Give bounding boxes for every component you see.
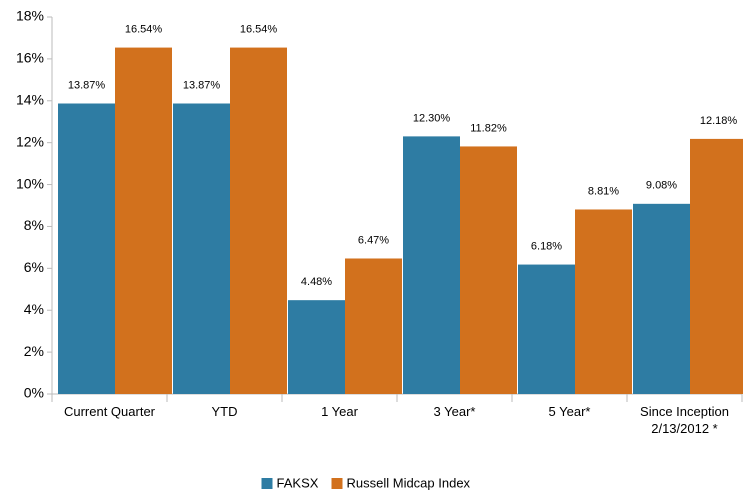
x-tick-label: Current Quarter	[63, 404, 156, 419]
y-tick-label: 16%	[16, 50, 44, 66]
x-tick-label: 5 Year*	[548, 404, 591, 419]
value-label: 8.81%	[588, 185, 619, 197]
x-tick-label: Since Inception 2/13/2012 *	[640, 404, 729, 436]
y-tick-label: 10%	[16, 175, 44, 191]
x-tick-label: 3 Year*	[433, 404, 476, 419]
legend-label: FAKSX	[277, 475, 319, 490]
bar	[460, 146, 517, 394]
x-tick-label: 1 Year	[321, 404, 358, 419]
legend-label: Russell Midcap Index	[347, 475, 471, 490]
x-tick-label: YTD	[211, 404, 238, 419]
y-tick-label: 8%	[24, 217, 44, 233]
bar	[575, 209, 632, 394]
value-label: 12.30%	[413, 112, 451, 124]
value-label: 6.18%	[531, 240, 562, 252]
y-tick-label: 6%	[24, 259, 44, 275]
value-label: 6.47%	[358, 234, 389, 246]
bar	[58, 103, 115, 395]
y-tick-label: 2%	[24, 343, 44, 359]
legend-swatch	[261, 478, 273, 489]
bar	[173, 103, 230, 395]
y-tick-label: 0%	[24, 385, 44, 401]
value-label: 11.82%	[470, 122, 507, 134]
bar	[690, 138, 743, 394]
y-tick-label: 14%	[16, 91, 44, 107]
y-tick-label: 18%	[16, 8, 44, 24]
bar	[230, 47, 287, 394]
value-label: 16.54%	[125, 23, 163, 35]
bar	[345, 258, 402, 394]
legend-swatch	[331, 478, 343, 489]
value-label: 4.48%	[301, 276, 332, 288]
value-label: 16.54%	[240, 23, 278, 35]
bar	[633, 203, 690, 394]
value-label: 13.87%	[183, 79, 221, 91]
value-label: 9.08%	[646, 180, 677, 192]
value-label: 12.18%	[700, 115, 738, 127]
bar	[518, 264, 575, 394]
value-label: 13.87%	[68, 79, 106, 91]
bar	[288, 300, 345, 394]
bar	[115, 47, 172, 394]
y-tick-label: 4%	[24, 301, 44, 317]
y-tick-label: 12%	[16, 133, 44, 149]
bar	[403, 136, 460, 394]
